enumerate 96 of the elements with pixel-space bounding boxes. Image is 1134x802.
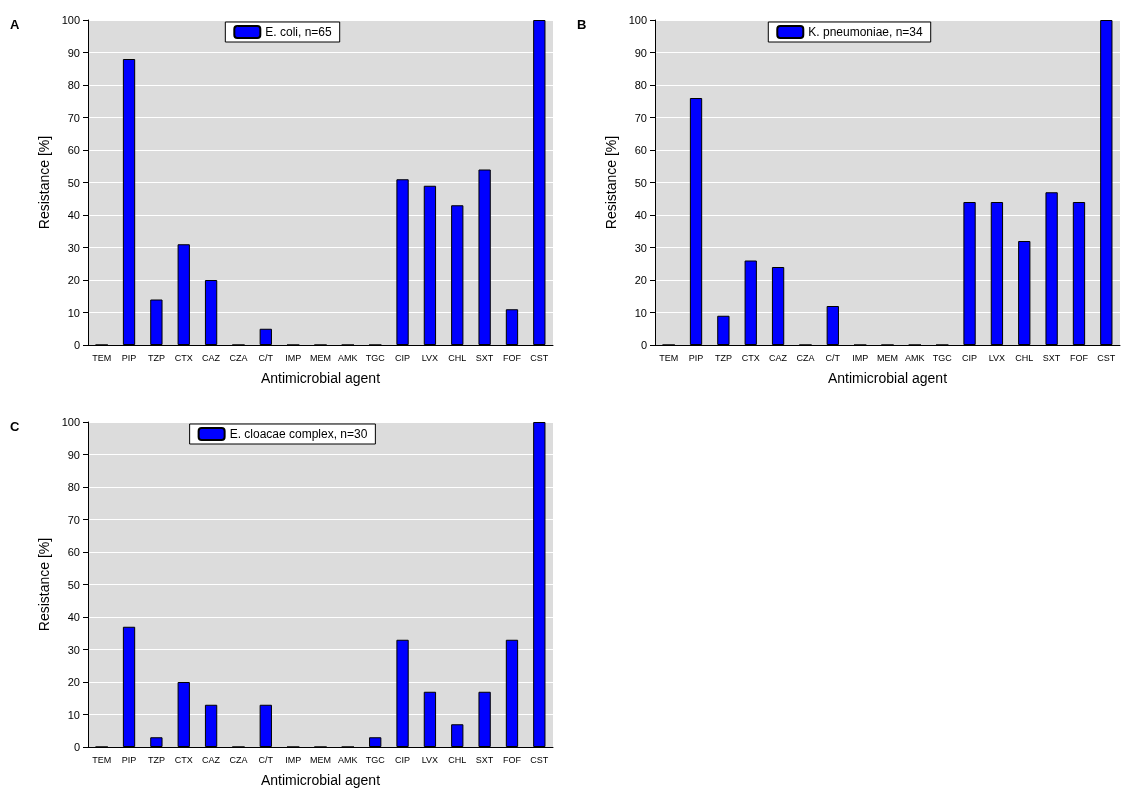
x-tick-label: FOF	[502, 352, 522, 363]
y-tick-label: 40	[634, 209, 647, 221]
x-tick-label: SXT	[1042, 352, 1061, 363]
x-tick-label: AMK	[338, 352, 358, 363]
y-axis-title: Resistance [%]	[602, 135, 619, 230]
x-tick-label: FOF	[502, 754, 522, 765]
x-tick-label: CTX	[174, 352, 193, 363]
x-tick-label: PIP	[121, 352, 137, 363]
y-tick-label: 90	[67, 448, 80, 461]
x-tick-label: TZP	[147, 352, 165, 363]
y-tick-label: 20	[634, 274, 647, 286]
x-tick-label: CIP	[395, 352, 411, 363]
x-tick-label: CZA	[229, 754, 248, 765]
x-tick-label: CAZ	[202, 352, 221, 363]
x-tick-label: CAZ	[202, 754, 221, 765]
y-tick-label: 0	[73, 741, 80, 753]
y-tick-label: 40	[67, 209, 80, 221]
x-axis-title: Antimicrobial agent	[260, 370, 381, 386]
y-tick-label: 80	[634, 79, 647, 91]
y-tick-label: 100	[61, 416, 80, 428]
x-tick-label: CZA	[796, 352, 815, 363]
y-tick-label: 50	[67, 176, 80, 189]
y-tick-label: 10	[67, 306, 80, 319]
x-tick-label: CIP	[395, 754, 411, 765]
x-tick-label: SXT	[475, 352, 494, 363]
y-tick-label: 100	[628, 14, 647, 26]
y-axis-title: Resistance [%]	[35, 135, 52, 230]
y-tick-label: 80	[67, 79, 80, 91]
x-tick-label: C/T	[258, 754, 274, 765]
y-tick-label: 90	[67, 46, 80, 59]
y-tick-label: 70	[67, 111, 80, 124]
y-tick-label: 100	[61, 14, 80, 26]
x-tick-label: LVX	[988, 352, 1006, 363]
x-tick-label: CHL	[1015, 352, 1034, 363]
y-tick-label: 60	[634, 144, 647, 156]
x-tick-label: LVX	[421, 352, 439, 363]
x-tick-label: AMK	[338, 754, 358, 765]
x-tick-label: IMP	[852, 352, 869, 363]
x-tick-label: MEM	[877, 352, 898, 363]
y-tick-label: 80	[67, 481, 80, 493]
x-tick-label: LVX	[421, 754, 439, 765]
text: A	[10, 17, 20, 32]
y-tick-label: 0	[73, 339, 80, 351]
x-tick-label: CTX	[741, 352, 760, 363]
x-tick-label: CST	[1097, 352, 1116, 363]
y-tick-label: 60	[67, 144, 80, 156]
y-tick-label: 20	[67, 676, 80, 688]
y-tick-label: 20	[67, 274, 80, 286]
text: C	[10, 419, 20, 434]
x-tick-label: CIP	[962, 352, 978, 363]
y-tick-label: 50	[67, 578, 80, 591]
x-tick-label: CTX	[174, 754, 193, 765]
x-tick-label: C/T	[825, 352, 841, 363]
x-tick-label: C/T	[258, 352, 274, 363]
x-tick-label: MEM	[310, 352, 331, 363]
y-axis-title: Resistance [%]	[35, 537, 52, 632]
y-tick-label: 70	[634, 111, 647, 124]
y-tick-label: 10	[67, 708, 80, 721]
y-tick-label: 60	[67, 546, 80, 558]
y-tick-label: 0	[640, 339, 647, 351]
x-tick-label: TEM	[659, 352, 679, 363]
x-tick-label: CHL	[448, 352, 467, 363]
y-tick-label: 90	[634, 46, 647, 59]
legend-label: K. pneumoniae, n=34	[808, 25, 924, 39]
x-tick-label: TZP	[714, 352, 732, 363]
y-tick-label: 40	[67, 611, 80, 623]
y-tick-label: 50	[634, 176, 647, 189]
x-tick-label: AMK	[905, 352, 925, 363]
x-tick-label: CST	[530, 754, 549, 765]
x-tick-label: IMP	[285, 754, 302, 765]
x-tick-label: TZP	[147, 754, 165, 765]
x-tick-label: CZA	[229, 352, 248, 363]
x-tick-label: TEM	[92, 352, 112, 363]
y-tick-label: 30	[634, 241, 647, 254]
x-tick-label: TEM	[92, 754, 112, 765]
x-tick-label: CAZ	[769, 352, 788, 363]
x-tick-label: TGC	[365, 754, 386, 765]
x-tick-label: FOF	[1069, 352, 1089, 363]
y-tick-label: 30	[67, 643, 80, 656]
x-tick-label: SXT	[475, 754, 494, 765]
x-tick-label: PIP	[688, 352, 704, 363]
y-tick-label: 10	[634, 306, 647, 319]
y-tick-label: 30	[67, 241, 80, 254]
text: B	[577, 17, 587, 32]
x-tick-label: CHL	[448, 754, 467, 765]
x-tick-label: PIP	[121, 754, 137, 765]
legend-label: E. coli, n=65	[265, 25, 333, 39]
y-tick-label: 70	[67, 513, 80, 526]
x-tick-label: TGC	[365, 352, 386, 363]
x-axis-title: Antimicrobial agent	[827, 370, 948, 386]
x-tick-label: CST	[530, 352, 549, 363]
x-tick-label: TGC	[932, 352, 953, 363]
x-axis-title: Antimicrobial agent	[260, 772, 381, 788]
x-tick-label: MEM	[310, 754, 331, 765]
legend-label: E. cloacae complex, n=30	[229, 427, 368, 441]
x-tick-label: IMP	[285, 352, 302, 363]
